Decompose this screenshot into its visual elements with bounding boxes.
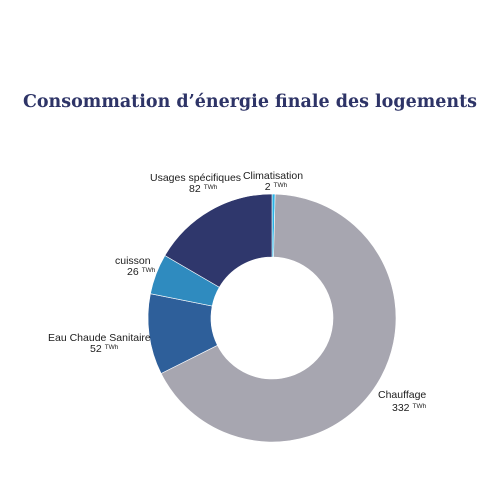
value-label-eau-chaude-sanitaire: 52 TWh bbox=[90, 343, 119, 355]
slice-chauffage bbox=[160, 193, 397, 443]
value-label-usages-specifiques: 82 TWh bbox=[189, 183, 218, 195]
slice-usages-specifiques bbox=[164, 193, 273, 288]
chart-title: Consommation d’énergie finale des logeme… bbox=[22, 92, 478, 112]
value-label-cuisson: 26 TWh bbox=[127, 266, 156, 278]
label-cuisson: cuisson bbox=[115, 255, 151, 267]
label-chauffage: Chauffage bbox=[378, 389, 426, 401]
label-eau-chaude-sanitaire: Eau Chaude Sanitaire bbox=[48, 332, 151, 344]
label-climatisation: Climatisation bbox=[243, 170, 303, 182]
value-label-chauffage: 332 TWh bbox=[392, 402, 427, 414]
value-label-climatisation: 2 TWh bbox=[265, 181, 288, 193]
slices-group bbox=[147, 193, 397, 443]
label-usages-specifiques: Usages spécifiques bbox=[150, 172, 241, 184]
